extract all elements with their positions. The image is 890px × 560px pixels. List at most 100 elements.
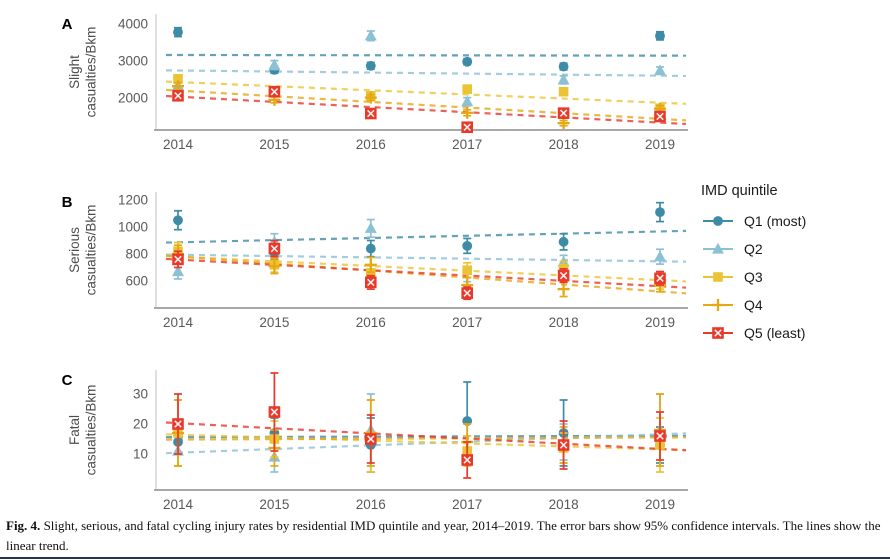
trend-line-q3 xyxy=(165,433,687,452)
chart-canvas: 2000 3000 4000 2014 2015 2016 2017 2018 2019 A Sli… xyxy=(62,14,688,512)
x-tick-label: 2018 xyxy=(549,315,579,330)
y-tick-label: 1000 xyxy=(118,219,148,234)
y-tick-label: 20 xyxy=(133,417,148,432)
series-q1 xyxy=(173,201,665,261)
q1-circle-marker xyxy=(365,60,376,71)
y-tick-label: 1200 xyxy=(118,192,148,207)
y-tick-label: 800 xyxy=(125,246,148,261)
q2-triangle-marker xyxy=(654,64,666,76)
trend-line-q3 xyxy=(165,254,687,283)
q5-boxed-x-marker xyxy=(270,87,279,96)
x-tick-label: 2015 xyxy=(259,315,289,330)
trend-line-q4 xyxy=(165,436,687,441)
q5-boxed-x-marker xyxy=(367,109,375,118)
x-tick-label: 2016 xyxy=(356,497,386,512)
q5-boxed-x-marker xyxy=(559,441,568,449)
trend-line-q1 xyxy=(165,229,687,244)
legend-title: IMD quintile xyxy=(701,183,778,199)
q2-triangle-marker xyxy=(172,265,184,277)
y-axis-title: casualties/Bkm xyxy=(84,27,99,118)
x-tick-label: 2014 xyxy=(163,497,194,512)
y-axis-title: casualties/Bkm xyxy=(84,205,99,296)
x-tick-label: 2019 xyxy=(645,137,675,152)
q2-triangle-marker xyxy=(268,58,281,70)
y-axis-title: Fatal xyxy=(67,415,82,445)
q4-plus-icon xyxy=(703,299,733,311)
q2-triangle-marker xyxy=(364,29,377,41)
y-axis-title: casualties/Bkm xyxy=(84,385,99,476)
q1-circle-marker xyxy=(173,215,183,226)
y-tick-label: 4000 xyxy=(118,16,148,31)
q2-triangle-icon xyxy=(703,242,733,254)
series-q5 xyxy=(172,85,666,134)
series-q1 xyxy=(173,26,665,75)
q2-triangle-marker xyxy=(654,250,666,262)
trend-line-q5 xyxy=(165,94,687,126)
y-tick-label: 10 xyxy=(133,447,148,462)
figure-caption: Fig. 4. Slight, serious, and fatal cycli… xyxy=(6,516,884,555)
y-tick-label: 30 xyxy=(133,387,148,402)
x-tick-label: 2017 xyxy=(452,137,482,152)
q3-square-marker xyxy=(462,265,472,275)
q3-square-marker xyxy=(462,84,472,94)
panel-letter: A xyxy=(62,16,73,33)
trend-line-q4 xyxy=(165,254,687,295)
x-tick-label: 2019 xyxy=(645,497,675,512)
x-tick-label: 2015 xyxy=(259,497,289,512)
legend-item-q1: Q1 (most) xyxy=(701,212,806,230)
q1-circle-marker xyxy=(655,207,665,218)
q2-triangle-marker xyxy=(364,222,377,233)
y-axis-title: Serious xyxy=(67,227,82,273)
q5-boxed-x-marker xyxy=(270,408,279,416)
y-tick-label: 2000 xyxy=(118,90,148,105)
bottom-divider xyxy=(0,557,890,559)
q1-circle-marker xyxy=(173,27,183,38)
q1-circle-icon xyxy=(703,216,733,226)
caption-text: Slight, serious, and fatal cycling injur… xyxy=(6,518,881,553)
legend-label-q4: Q4 xyxy=(744,297,763,313)
legend-item-q2: Q2 xyxy=(701,240,806,258)
q2-triangle-marker xyxy=(461,95,474,107)
q5-boxed-x-marker xyxy=(656,432,664,440)
x-tick-label: 2019 xyxy=(645,315,675,330)
x-tick-label: 2017 xyxy=(452,315,482,330)
q5-boxed-x-marker xyxy=(174,420,182,428)
trend-line-q3 xyxy=(165,80,687,105)
panel-a: 2000 3000 4000 2014 2015 2016 2017 2018 2019 A Sli… xyxy=(62,14,688,152)
panel-letter: B xyxy=(62,194,73,211)
q5-boxed-x-marker xyxy=(463,123,471,131)
legend-label-q2: Q2 xyxy=(744,241,763,257)
series-q3 xyxy=(173,241,665,290)
legend-item-q4: Q4 xyxy=(701,296,806,314)
q1-circle-marker xyxy=(365,243,376,254)
legend-item-q5: Q5 (least) xyxy=(701,324,806,342)
trend-line-q2 xyxy=(165,253,687,263)
trend-line-q5 xyxy=(165,421,687,452)
q3-square-marker xyxy=(173,73,183,84)
q3-square-marker xyxy=(558,86,569,97)
x-tick-label: 2017 xyxy=(452,497,482,512)
q5-boxed-x-marker xyxy=(714,329,722,337)
y-tick-label: 3000 xyxy=(118,53,148,68)
legend: IMD quintile Q1 (most) Q2 Q3 Q4 Q5 (least) xyxy=(701,183,806,352)
trend-line-q5 xyxy=(165,257,687,289)
trend-line-q1 xyxy=(165,53,687,57)
x-tick-label: 2016 xyxy=(356,137,386,152)
q5-boxed-x-marker xyxy=(367,278,375,287)
legend-label-q5: Q5 (least) xyxy=(744,325,806,341)
q1-circle-marker xyxy=(713,216,723,226)
q5-boxed-x-icon xyxy=(703,327,733,339)
y-axis-title: Slight xyxy=(67,55,82,89)
q1-circle-marker xyxy=(655,30,665,41)
q2-triangle-marker xyxy=(712,242,724,254)
y-tick-label: 600 xyxy=(125,273,148,288)
series-q4 xyxy=(172,393,666,467)
q5-boxed-x-marker xyxy=(656,274,664,283)
panel-c: 10 20 30 2014 2015 2016 2017 2018 2019 C Fatal casu… xyxy=(62,370,688,512)
q1-circle-marker xyxy=(558,236,569,247)
q5-boxed-x-marker xyxy=(174,255,182,264)
series-q5 xyxy=(172,372,666,479)
series-q4 xyxy=(172,80,666,130)
x-tick-label: 2018 xyxy=(549,497,579,512)
